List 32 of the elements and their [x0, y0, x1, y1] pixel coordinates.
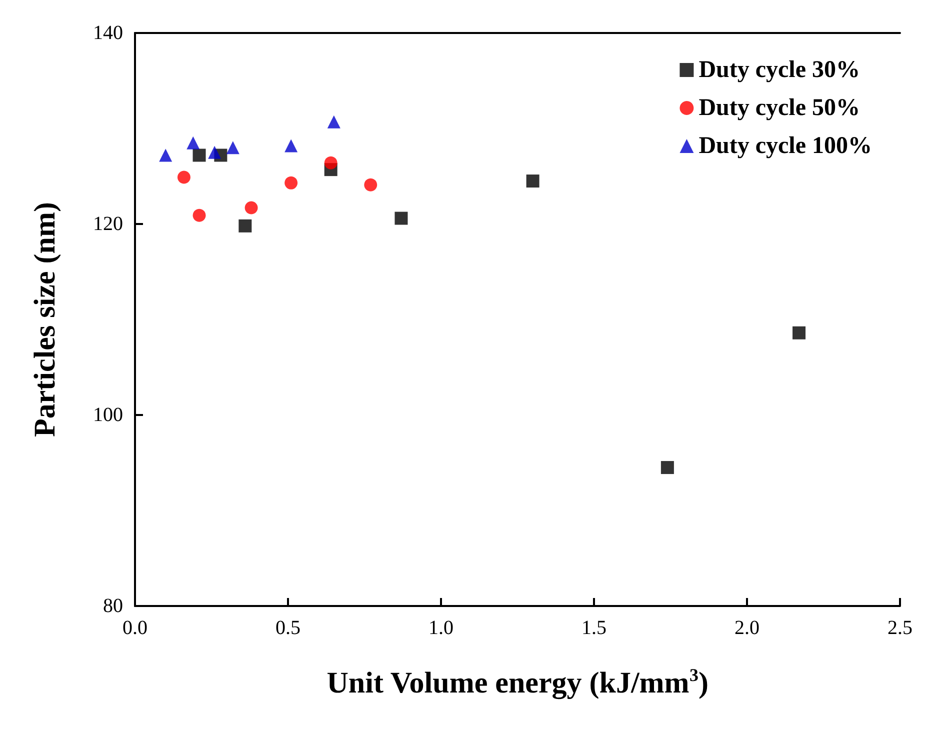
point	[324, 156, 338, 170]
point	[284, 139, 298, 152]
point	[244, 201, 258, 214]
y-axis-title: Particles size (nm)	[28, 202, 62, 437]
legend-label: Duty cycle 50%	[698, 95, 860, 121]
point	[327, 115, 340, 128]
y-tick-label: 120	[93, 213, 123, 235]
point	[660, 461, 674, 474]
point	[177, 170, 190, 184]
x-tick-label: 0.0	[122, 617, 148, 639]
y-tick-label: 80	[103, 595, 123, 617]
point	[192, 148, 206, 162]
point	[208, 146, 222, 159]
x-tick-label: 2.0	[734, 617, 760, 639]
legend-label: Duty cycle 100%	[698, 133, 872, 159]
y-tick-label: 140	[93, 22, 123, 44]
point	[394, 212, 408, 225]
x-tick-label: 2.5	[888, 617, 912, 639]
x-tick-label: 1.5	[582, 617, 606, 639]
point	[792, 326, 806, 340]
point	[364, 178, 378, 192]
point	[238, 219, 252, 232]
point	[186, 136, 200, 150]
legend-label: Duty cycle 30%	[698, 57, 860, 83]
y-tick-label: 100	[93, 404, 123, 426]
point	[284, 176, 298, 190]
x-tick-label: 0.5	[276, 617, 300, 639]
point	[192, 208, 206, 222]
point	[226, 141, 240, 154]
x-tick-label: 1.0	[428, 617, 454, 639]
point	[526, 174, 540, 188]
point	[159, 148, 172, 162]
